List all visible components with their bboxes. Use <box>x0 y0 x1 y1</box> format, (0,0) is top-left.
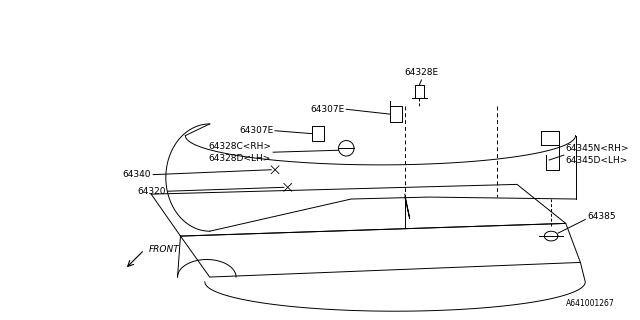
Text: FRONT: FRONT <box>148 245 179 254</box>
Text: 64307E: 64307E <box>310 105 344 114</box>
Text: 64345D<LH>: 64345D<LH> <box>566 156 628 164</box>
Text: 64328E: 64328E <box>404 68 438 77</box>
Text: 64385: 64385 <box>588 212 616 221</box>
Text: 64307E: 64307E <box>239 126 273 135</box>
Text: A641001267: A641001267 <box>566 299 614 308</box>
Text: 64328D<LH>: 64328D<LH> <box>209 154 271 163</box>
Text: 64328C<RH>: 64328C<RH> <box>208 142 271 151</box>
Text: 64345N<RH>: 64345N<RH> <box>566 144 629 153</box>
Text: 64320: 64320 <box>138 187 166 196</box>
Text: 64340: 64340 <box>123 170 151 179</box>
